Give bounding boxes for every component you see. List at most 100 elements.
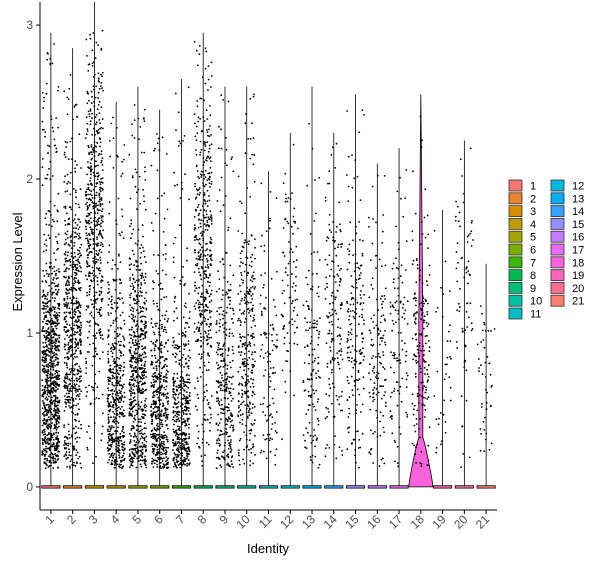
data-point [129, 439, 132, 441]
data-point [90, 279, 92, 281]
data-point [129, 268, 132, 271]
data-point [160, 298, 163, 301]
data-point [178, 346, 181, 348]
data-point [144, 208, 147, 211]
data-point [218, 322, 221, 325]
data-point [116, 126, 118, 129]
data-point [210, 216, 213, 219]
data-point [208, 157, 211, 160]
data-point [100, 73, 102, 76]
data-point [219, 464, 222, 466]
data-point [74, 274, 77, 277]
data-point [74, 363, 76, 366]
data-point [66, 212, 68, 215]
data-point [45, 314, 47, 317]
data-point [87, 242, 90, 245]
data-point [53, 380, 56, 382]
data-point [85, 221, 88, 223]
data-point [71, 398, 74, 401]
data-point [154, 354, 156, 357]
data-point [201, 438, 204, 441]
data-point [161, 323, 163, 326]
data-point [53, 447, 56, 449]
data-point [165, 273, 167, 276]
data-point [89, 226, 92, 229]
data-point [107, 358, 110, 360]
data-point [130, 360, 133, 363]
data-point [196, 132, 199, 135]
data-point [203, 277, 206, 280]
data-point [140, 445, 143, 448]
data-point [74, 384, 77, 387]
data-point [223, 342, 226, 344]
data-point [193, 122, 196, 125]
data-point [164, 363, 167, 366]
data-point [56, 242, 59, 245]
data-point [58, 440, 61, 443]
data-point [202, 237, 205, 240]
data-point [77, 281, 80, 284]
data-point [228, 464, 230, 467]
data-point [70, 390, 73, 392]
data-point [134, 168, 137, 171]
data-point [46, 336, 49, 339]
data-point [42, 107, 45, 109]
data-point [111, 433, 113, 436]
data-point [98, 370, 101, 373]
data-point [107, 360, 110, 363]
data-point [49, 160, 52, 163]
data-point [76, 320, 79, 323]
data-point [140, 262, 143, 265]
data-point [156, 393, 159, 396]
data-point [69, 347, 72, 350]
data-point [203, 296, 206, 299]
data-point [69, 387, 72, 390]
data-point [173, 461, 176, 464]
data-point [160, 462, 162, 464]
data-point [58, 336, 61, 339]
data-point [52, 322, 55, 325]
data-point [208, 325, 211, 328]
data-point [142, 333, 145, 336]
data-point [202, 255, 205, 258]
data-point [207, 401, 210, 404]
data-point [42, 443, 44, 446]
data-point [53, 330, 55, 333]
data-point [165, 436, 168, 438]
data-point [179, 405, 182, 407]
data-point [131, 364, 134, 367]
data-point [123, 396, 126, 399]
data-point [112, 137, 115, 140]
data-point [114, 288, 117, 291]
data-point [179, 359, 182, 361]
data-point [227, 416, 230, 419]
data-point [223, 385, 226, 388]
data-point [46, 414, 49, 416]
data-point [42, 289, 45, 292]
data-point [54, 322, 57, 325]
data-point [130, 456, 133, 459]
data-point [72, 284, 75, 287]
data-point [129, 296, 132, 299]
data-point [117, 406, 120, 409]
data-point [65, 364, 68, 367]
data-point [133, 253, 135, 256]
data-point [140, 465, 143, 468]
data-point [97, 220, 100, 223]
data-point [154, 429, 157, 431]
data-point [144, 333, 147, 335]
data-point [150, 381, 153, 384]
data-point [118, 448, 120, 450]
data-point [140, 151, 143, 154]
data-point [161, 344, 163, 347]
data-point [47, 328, 49, 330]
data-point [65, 384, 68, 387]
data-point [202, 351, 205, 354]
data-point [176, 425, 179, 428]
data-point [112, 167, 115, 169]
data-point [98, 217, 100, 220]
points-8 [193, 40, 213, 467]
data-point [221, 377, 223, 379]
data-point [215, 467, 218, 470]
data-point [187, 355, 190, 357]
